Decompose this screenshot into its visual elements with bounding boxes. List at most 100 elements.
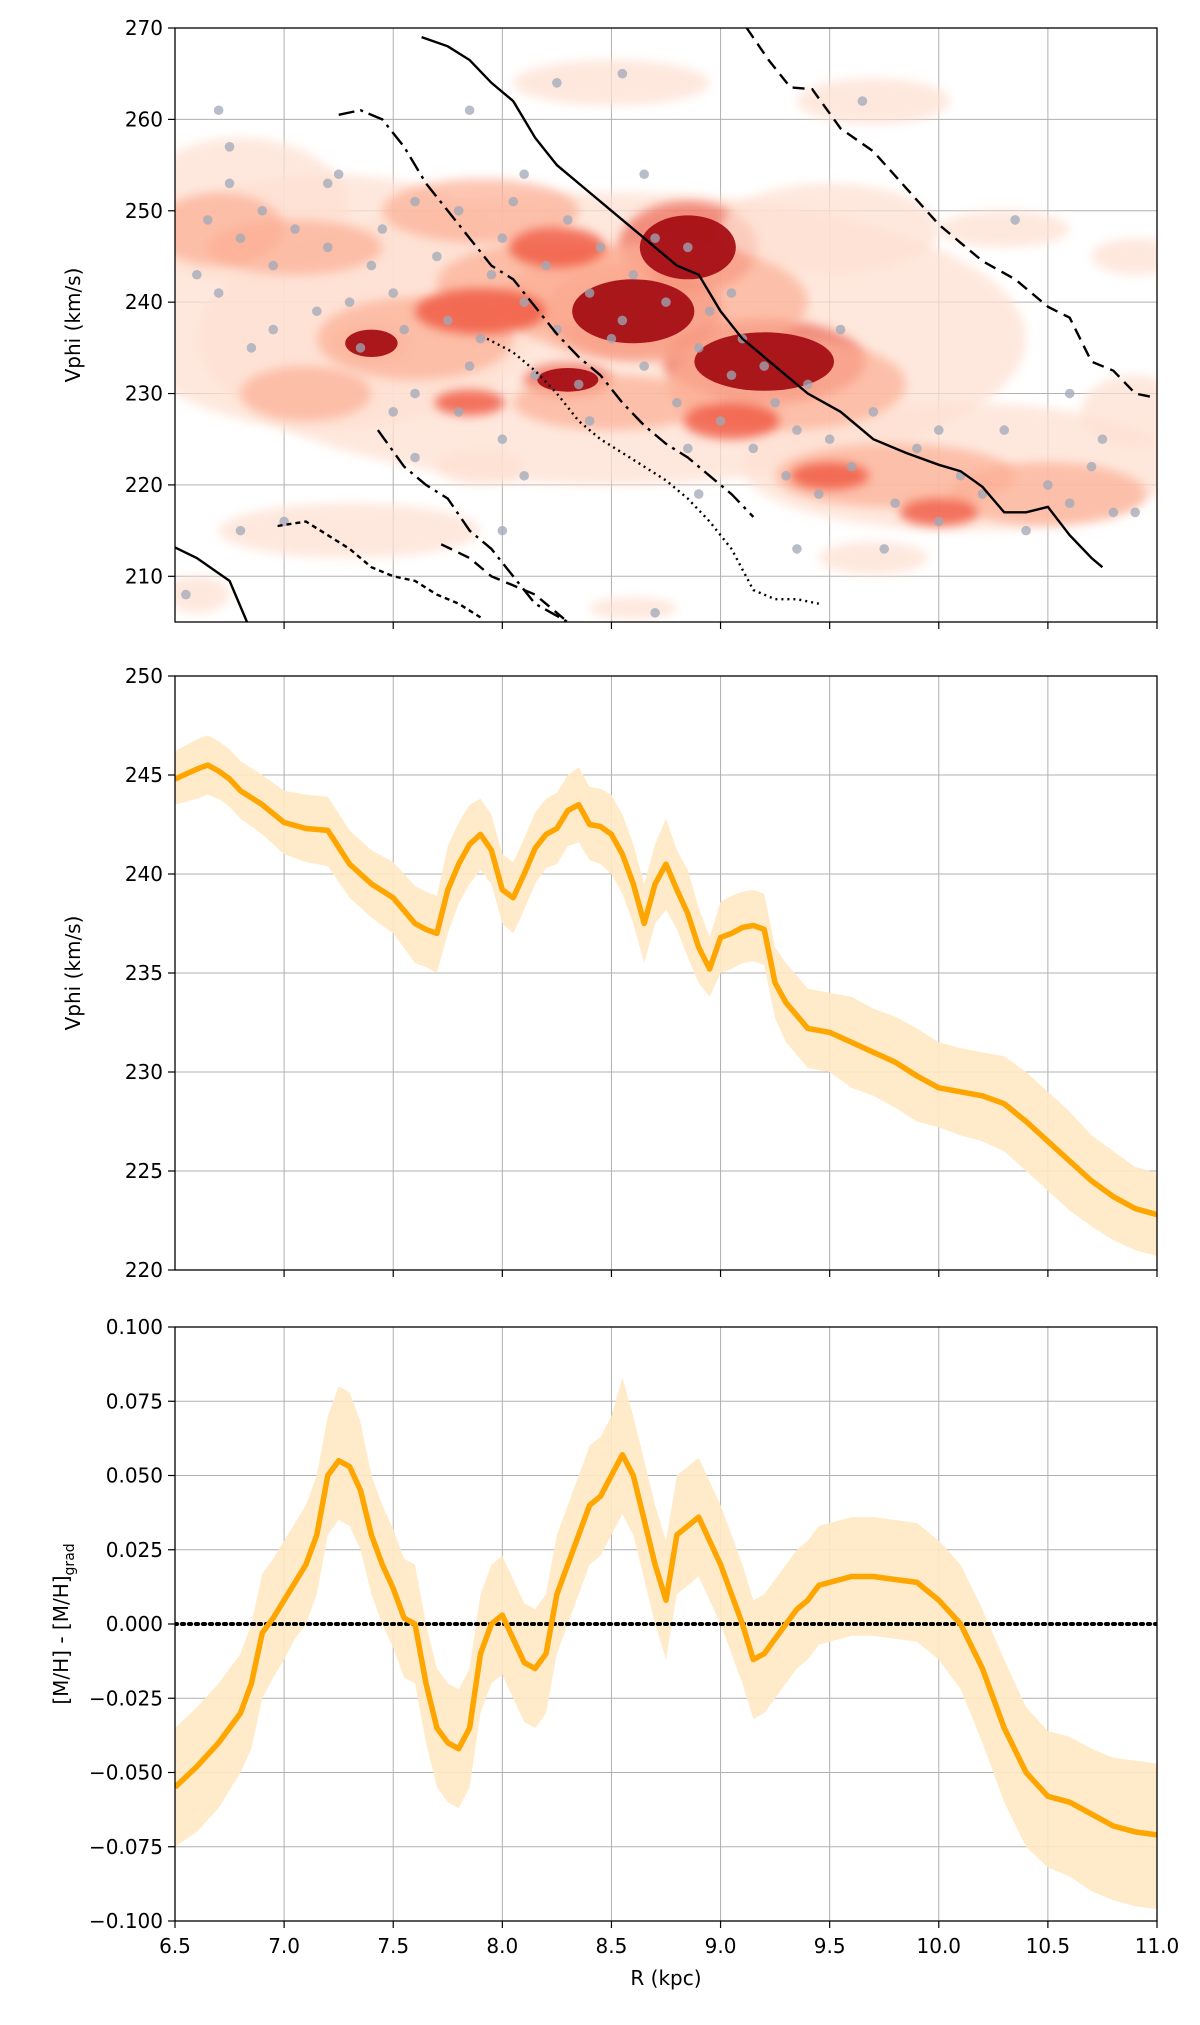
scatter-point [1097,434,1108,445]
bottom-y-tick-label: 0.075 [106,1389,163,1413]
middle-y-tick-label: 250 [125,664,163,688]
bottom-y-axis-label-main: [M/H] - [M/H] [49,1575,73,1704]
scatter-point [192,269,202,280]
top-y-tick-label: 230 [125,382,163,406]
ridge-line-short-dashed [277,520,482,619]
bottom-x-tick-label: 7.0 [268,1934,300,1958]
scatter-point [377,224,388,234]
scatter-point [268,260,279,271]
bottom-ticks: 6.5 7.0 7.5 8.0 8.5 9.0 9.5 10.0 10.5 11.0 −0.100 −… [89,1315,1179,1958]
scatter-point [933,425,944,435]
bottom-x-tick-label: 9.0 [705,1934,737,1958]
density-contour-level-1 [382,178,579,243]
scatter-point [432,251,442,262]
bottom-y-tick-label: −0.100 [89,1909,163,1933]
scatter-point [1086,461,1097,472]
bottom-band [175,1377,1157,1910]
scatter-point [1064,498,1075,509]
scatter-point [813,489,824,499]
scatter-point [541,260,551,271]
scatter-point [366,260,377,271]
scatter-point [650,608,660,618]
scatter-point [519,297,529,307]
ridge-line-solid [175,546,249,622]
scatter-point [792,544,802,554]
density-contour-level-3 [572,279,695,344]
scatter-point [235,525,246,536]
middle-y-axis-label: Vphi (km/s) [61,916,85,1031]
scatter-point [246,343,257,353]
scatter-point [650,233,660,243]
bottom-y-tick-label: 0.100 [106,1315,163,1339]
scatter-point [617,68,628,79]
scatter-point [519,470,529,481]
scatter-point [1043,480,1053,490]
scatter-point [683,443,693,454]
top-ticks: 210 220 230 240 250 260 270 [125,16,1158,629]
scatter-point [693,489,704,499]
scatter-point [563,215,573,225]
scatter-point [1021,525,1031,536]
scatter-point [508,196,519,207]
density-contour-level-0 [720,183,939,275]
scatter-point [595,242,606,253]
bottom-y-tick-label: −0.050 [89,1761,163,1785]
scatter-point [552,78,562,88]
bottom-series [175,1451,1157,1838]
density-contour-level-0 [175,576,230,613]
density-contour-level-0 [1091,238,1157,275]
scatter-point [312,306,322,317]
bottom-y-tick-label: 0.050 [106,1464,163,1488]
bottom-y-axis-label: [M/H] - [M/H]grad [49,1543,78,1704]
scatter-point [999,425,1010,435]
density-contour-level-1 [207,219,383,275]
scatter-point [442,315,453,326]
scatter-point [497,233,508,243]
middle-y-tick-label: 225 [125,1159,163,1183]
scatter-point [388,288,399,298]
density-contour-level-0 [589,597,677,620]
scatter-point [672,397,682,408]
bottom-x-tick-label: 10.5 [1026,1934,1071,1958]
bottom-y-tick-label: 0.000 [106,1612,163,1636]
scatter-point [290,224,300,234]
density-contour-level-0 [1080,375,1157,449]
bottom-y-axis-label-subscript: grad [62,1543,78,1575]
bottom-x-tick-label: 11.0 [1135,1934,1180,1958]
scatter-point [464,361,475,371]
scatter-point [584,416,595,426]
density-contour-level-0 [436,448,525,485]
scatter-point [704,306,715,317]
ridge-line-dashed [440,543,570,622]
density-contour-level-2 [415,288,546,335]
middle-y-tick-label: 230 [125,1060,163,1084]
middle-grid [175,675,1158,1271]
scatter-point [399,324,409,335]
density-contour-level-2 [899,498,979,527]
top-ridge-lines [175,28,1157,622]
bottom-y-tick-label: 0.025 [106,1538,163,1562]
scatter-point [912,443,922,454]
scatter-point [726,370,737,381]
middle-y-tick-label: 220 [125,1258,163,1282]
density-contour-level-2 [434,389,505,416]
top-scatter-points [181,68,1140,618]
scatter-point [868,407,879,417]
middle-ticks: 220 225 230 235 240 245 250 [125,664,1158,1282]
scatter-point [257,205,268,216]
middle-y-tick-label: 240 [125,862,163,886]
scatter-point [322,178,333,189]
scatter-point [388,407,399,417]
scatter-point [519,169,529,180]
scatter-point [857,96,868,106]
ridge-line-dashed [745,28,1157,400]
scatter-point [181,589,191,600]
middle-y-tick-label: 245 [125,763,163,787]
bottom-x-tick-label: 8.0 [486,1934,518,1958]
middle-band [175,735,1157,1257]
density-contour-level-0 [513,59,710,106]
scatter-point [355,343,366,353]
panel-middle: 220 225 230 235 240 245 250 Vphi (km/s) [61,664,1158,1282]
middle-uncertainty-band [175,735,1157,1257]
